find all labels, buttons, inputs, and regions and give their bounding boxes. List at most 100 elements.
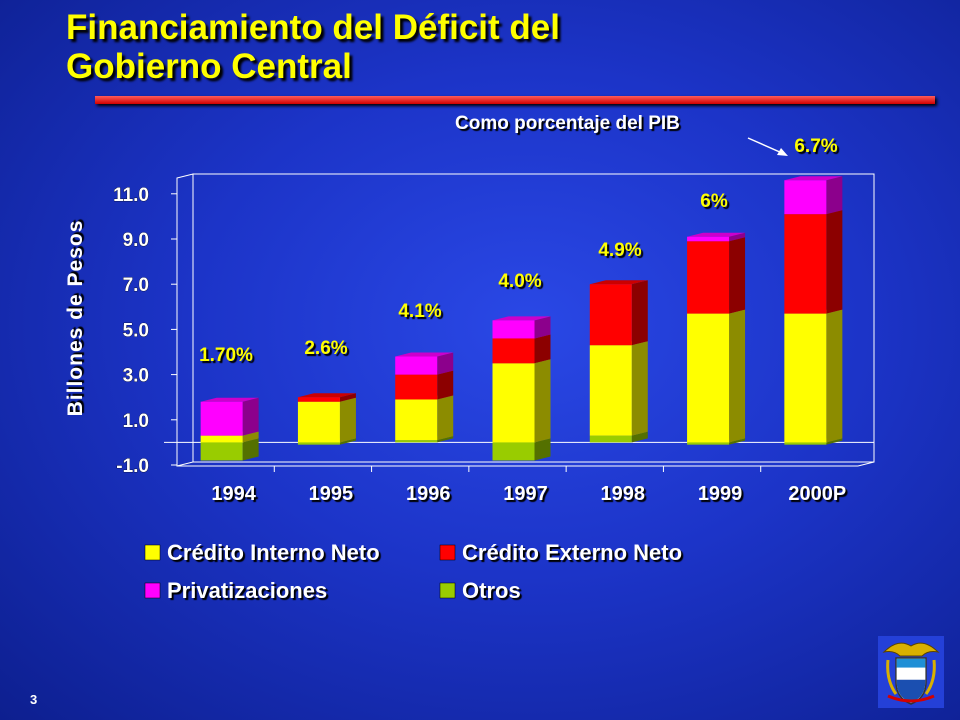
bar-segment-top: [784, 176, 843, 181]
bar-segment: [492, 334, 551, 364]
bar-segment-front: [297, 401, 340, 443]
bar-segment: [687, 309, 746, 443]
bar-segment-side: [534, 316, 551, 339]
pct-gdp-label: 4.0%: [498, 271, 541, 292]
bar-segment: [297, 393, 356, 402]
x-tick-label: 1995: [309, 483, 354, 505]
legend-item: Privatizaciones: [144, 578, 327, 603]
legend-item: Crédito Interno Neto: [144, 540, 380, 565]
colombia-coat-of-arms-icon: [878, 636, 944, 708]
bar-segment: [297, 397, 356, 443]
bar-segment-front: [395, 399, 438, 441]
pct-gdp-label: 2.6%: [304, 338, 347, 359]
legend-item: Crédito Externo Neto: [439, 540, 682, 565]
bar-segment-front: [492, 320, 535, 339]
bar-segment-top: [297, 393, 356, 398]
bar-segment: [589, 280, 648, 346]
bar-segment-side: [339, 393, 356, 402]
legend-item: Otros: [439, 578, 521, 603]
bar-segment: [395, 395, 454, 441]
plot-floor-corner: [857, 461, 875, 467]
bar-segment-front: [492, 442, 535, 461]
title-line-2: Gobierno Central: [66, 47, 352, 86]
y-tick-label: 1.0: [123, 411, 149, 432]
bar-segment-front: [297, 397, 340, 402]
bar-segment: [395, 352, 454, 375]
bar-segment-side: [242, 438, 259, 461]
x-tick-label: 1999: [698, 483, 743, 505]
bar-segment-front: [589, 435, 632, 443]
y-tick-label: 9.0: [123, 230, 149, 251]
bar-segment: [784, 210, 843, 314]
bar-segment-front: [687, 442, 730, 445]
bar-segment-front: [200, 442, 243, 461]
bar-segment-side: [437, 395, 454, 441]
x-tick-label: 1997: [503, 483, 548, 505]
bar-segment-side: [437, 352, 454, 375]
bar-segment: [687, 237, 746, 314]
legend-swatch: [439, 582, 456, 599]
pct-gdp-label: 6.7%: [794, 136, 837, 157]
y-tick-label: 5.0: [123, 320, 149, 341]
legend-label: Otros: [462, 578, 521, 603]
x-tick-label: 2000P: [788, 483, 846, 505]
x-tick-label: 1994: [211, 483, 256, 505]
legend-label: Privatizaciones: [167, 578, 327, 603]
bar-segment: [784, 309, 843, 443]
pct-gdp-label: 1.70%: [199, 345, 253, 366]
bar-segment-side: [631, 431, 648, 443]
bar-segment-front: [395, 374, 438, 400]
legend-swatch: [144, 582, 161, 599]
x-tick-label: 1998: [601, 483, 646, 505]
bar-segment-front: [492, 363, 535, 443]
chart-subtitle: Como porcentaje del PIB: [455, 113, 680, 134]
bar-segment-front: [395, 440, 438, 443]
bar-segment-side: [729, 438, 746, 445]
bar-segment-front: [687, 236, 730, 242]
bar-segment-front: [297, 442, 340, 445]
bar-segment: [395, 370, 454, 400]
bar-segment-side: [534, 438, 551, 461]
bar-segment: [200, 397, 259, 436]
pct-gdp-label: 4.9%: [598, 240, 641, 261]
bar-segment-front: [784, 180, 827, 215]
bar-segment: [492, 316, 551, 339]
bar-segment-front: [687, 313, 730, 443]
bar-segment: [687, 232, 746, 242]
bar-segment-front: [200, 435, 243, 443]
bar-segment: [784, 176, 843, 215]
bar-segment-side: [729, 309, 746, 443]
legend-label: Crédito Externo Neto: [462, 540, 682, 565]
bar-segment-side: [826, 438, 843, 445]
bar-segment-front: [687, 241, 730, 314]
bar-segment-side: [242, 397, 259, 436]
pct-gdp-label: 4.1%: [398, 301, 441, 322]
legend-label: Crédito Interno Neto: [167, 540, 380, 565]
y-tick-label: -1.0: [116, 456, 149, 477]
legend-swatch: [144, 544, 161, 561]
bar-segment-side: [534, 334, 551, 364]
annotation-arrowhead: [777, 148, 788, 156]
bar-segment-side: [339, 438, 356, 445]
y-axis-label: Billones de Pesos: [64, 220, 87, 417]
bar-segment-side: [339, 397, 356, 443]
pct-gdp-label: 6%: [700, 191, 728, 212]
annotation-arrow: [747, 137, 783, 154]
bar-segment-front: [784, 442, 827, 445]
bar-segment-front: [784, 214, 827, 314]
bar-segment: [492, 359, 551, 443]
bar-segment-top: [395, 352, 454, 357]
bar-segment-side: [826, 210, 843, 314]
x-tick-label: 1996: [406, 483, 451, 505]
bar-segment-side: [631, 341, 648, 436]
bar-segment-top: [200, 397, 259, 402]
bar-segment-front: [784, 313, 827, 443]
y-tick-label: 11.0: [113, 185, 149, 206]
title-line-1: Financiamiento del Déficit del: [66, 8, 560, 47]
bar-segment-side: [826, 176, 843, 215]
plot-side-wall: [176, 173, 194, 467]
bar-segment-side: [437, 370, 454, 400]
bar-segment-front: [589, 284, 632, 346]
legend-swatch: [439, 544, 456, 561]
